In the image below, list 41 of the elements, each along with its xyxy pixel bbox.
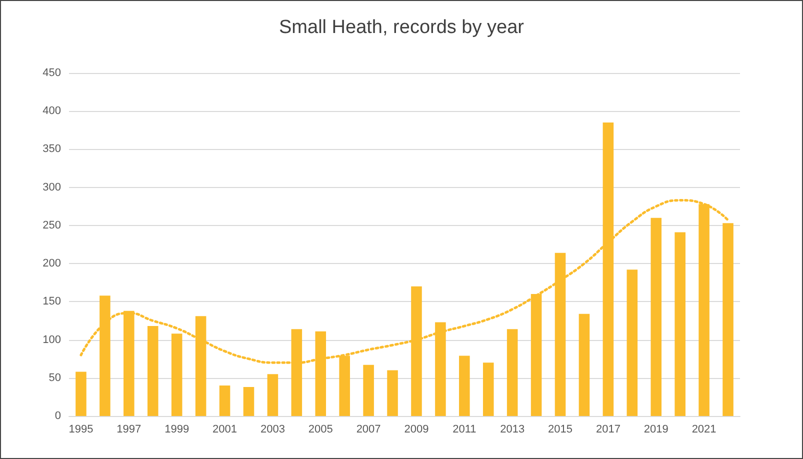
x-tick-label: 1995 bbox=[68, 424, 94, 436]
bar bbox=[459, 356, 470, 416]
x-tick-label: 2021 bbox=[692, 424, 716, 436]
x-tick-label: 1997 bbox=[116, 424, 142, 436]
bar bbox=[76, 372, 86, 416]
x-tick-label: 2017 bbox=[596, 424, 620, 436]
bar bbox=[650, 218, 662, 416]
bar bbox=[147, 326, 158, 416]
x-tick-label: 2019 bbox=[644, 424, 668, 436]
x-tick-label: 2001 bbox=[212, 424, 238, 436]
y-tick-label: 250 bbox=[42, 219, 61, 232]
bar bbox=[363, 364, 374, 416]
x-tick-label: 2005 bbox=[308, 424, 333, 436]
y-tick-label: 100 bbox=[42, 334, 61, 346]
y-tick-label: 350 bbox=[42, 143, 61, 156]
y-tick-label: 50 bbox=[48, 372, 61, 384]
y-tick-label: 150 bbox=[42, 296, 61, 308]
x-tick-label: 1999 bbox=[164, 424, 190, 436]
x-tick-label: 2013 bbox=[500, 424, 525, 436]
x-tick-label: 2009 bbox=[404, 424, 429, 436]
bar bbox=[387, 370, 398, 416]
x-tick-label: 2007 bbox=[356, 424, 381, 436]
bar bbox=[267, 374, 278, 416]
bar bbox=[506, 329, 518, 416]
x-tick-label: 2003 bbox=[260, 424, 285, 436]
y-tick-label: 0 bbox=[54, 410, 61, 422]
bar bbox=[171, 334, 182, 416]
bar bbox=[482, 362, 494, 416]
y-tick-label: 450 bbox=[42, 67, 61, 79]
bar bbox=[243, 387, 254, 416]
bar bbox=[219, 386, 230, 416]
bar bbox=[674, 232, 686, 416]
bar bbox=[578, 314, 590, 416]
bar bbox=[626, 270, 638, 416]
y-tick-label: 200 bbox=[42, 258, 61, 270]
chart-title: Small Heath, records by year bbox=[279, 17, 525, 38]
y-tick-label: 400 bbox=[42, 105, 61, 118]
x-tick-label: 2011 bbox=[452, 424, 476, 436]
y-tick-label: 300 bbox=[42, 181, 61, 194]
bar bbox=[722, 223, 734, 416]
x-tick-label: 2015 bbox=[548, 424, 573, 436]
